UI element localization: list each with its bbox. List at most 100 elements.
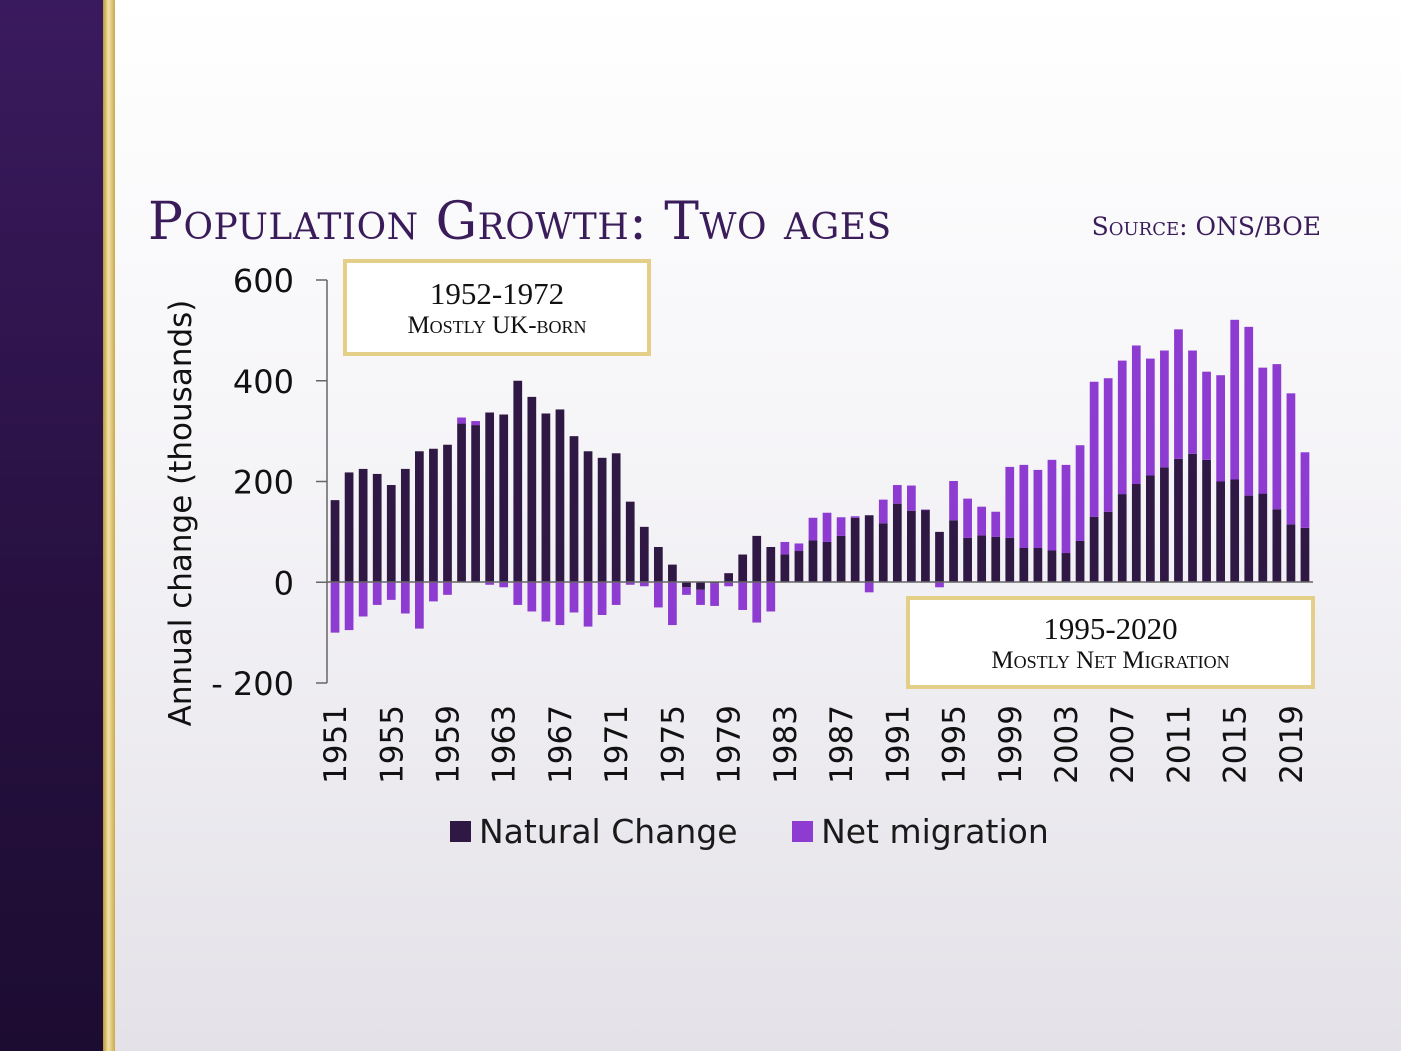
bar-natural-1951 [330, 500, 340, 583]
bar-natural-2004 [1075, 540, 1085, 583]
bar-migration-2011 [1174, 329, 1183, 459]
x-tick-label: 1963 [487, 705, 523, 784]
legend: Natural Change Net migration [450, 812, 1093, 851]
bar-migration-1962 [485, 582, 495, 585]
bar-migration-2019 [1286, 393, 1296, 525]
bar-natural-1972 [625, 501, 635, 583]
x-tick-label: 1975 [655, 705, 691, 784]
bar-natural-2014 [1216, 481, 1225, 583]
bar-migration-1988 [850, 516, 860, 518]
legend-label-net-migration: Net migration [821, 812, 1049, 851]
bar-natural-1992 [907, 510, 916, 583]
legend-swatch-net-migration [792, 821, 814, 842]
bar-migration-1953 [358, 582, 368, 617]
x-tick-label: 1955 [374, 705, 410, 784]
bar-natural-1983 [780, 554, 790, 583]
x-tick-label: 1951 [318, 705, 354, 784]
source-note: Source: ONS/BOE [1091, 212, 1321, 241]
callout-uk-born: 1952-1972 Mostly UK-born [343, 259, 651, 356]
bar-migration-1993 [921, 509, 930, 511]
bar-migration-2004 [1075, 445, 1085, 541]
bar-migration-1998 [991, 511, 1001, 537]
y-tick-label: 400 [233, 363, 294, 401]
bar-natural-1985 [808, 540, 818, 583]
bar-migration-1977 [696, 589, 705, 605]
y-tick-label: - 200 [211, 665, 294, 703]
bar-natural-2003 [1061, 553, 1071, 583]
slide-title: Population Growth: Two ages [148, 192, 892, 252]
bar-natural-2010 [1160, 467, 1169, 583]
bar-natural-1997 [977, 535, 987, 583]
bar-natural-2000 [1019, 548, 1029, 583]
x-tick-label: 1983 [768, 705, 804, 784]
bar-migration-2015 [1230, 319, 1240, 480]
bar-migration-2014 [1216, 375, 1225, 482]
legend-item-natural-change: Natural Change [450, 812, 738, 851]
bar-natural-1970 [597, 457, 607, 583]
bar-migration-2010 [1160, 350, 1169, 468]
bar-natural-2007 [1117, 494, 1127, 583]
bar-migration-1960 [457, 417, 466, 424]
bar-natural-1975 [668, 564, 677, 583]
bar-migration-1995 [949, 481, 958, 521]
bar-natural-2018 [1272, 509, 1282, 583]
y-axis-ticks: 600 400 200 0 - 200 [211, 262, 327, 703]
bar-migration-1967 [555, 582, 565, 626]
bar-migration-2009 [1145, 358, 1155, 476]
bar-migration-2018 [1272, 364, 1282, 510]
bar-natural-1955 [386, 485, 396, 583]
bar-natural-1987 [836, 535, 846, 583]
bar-migration-1968 [569, 582, 579, 613]
bar-migration-1981 [752, 582, 762, 623]
bar-migration-1963 [499, 582, 509, 588]
bar-migration-1982 [766, 582, 776, 612]
legend-label-natural-change: Natural Change [479, 812, 738, 851]
bar-migration-1970 [597, 582, 607, 615]
bar-natural-2008 [1131, 484, 1141, 583]
bar-natural-1966 [541, 413, 551, 583]
bar-natural-1994 [935, 531, 944, 583]
bar-natural-1954 [372, 473, 382, 583]
bar-migration-1952 [344, 582, 354, 631]
bar-migration-1996 [963, 498, 972, 538]
bar-natural-1993 [921, 509, 930, 583]
bar-migration-1955 [386, 582, 396, 600]
bar-natural-2017 [1258, 493, 1268, 583]
bar-natural-2001 [1033, 548, 1043, 583]
bar-natural-1979 [724, 573, 733, 583]
x-tick-label: 1995 [937, 705, 973, 784]
x-tick-label: 2019 [1274, 705, 1310, 784]
bar-migration-2012 [1188, 350, 1197, 454]
bar-migration-1973 [639, 582, 649, 587]
callout-net-migration-years: 1995-2020 [1043, 611, 1178, 646]
x-tick-label: 1967 [543, 705, 579, 784]
callout-net-migration-text: Mostly Net Migration [991, 647, 1230, 674]
bar-natural-1962 [485, 412, 495, 583]
y-axis-title: Annual change (thousands) [163, 300, 199, 727]
bar-natural-1957 [415, 451, 424, 583]
bar-migration-1958 [429, 582, 438, 602]
bar-natural-1959 [443, 444, 452, 583]
bar-migration-2007 [1117, 360, 1127, 495]
bar-natural-1958 [429, 448, 438, 583]
bar-natural-1996 [963, 537, 972, 583]
bar-migration-2016 [1244, 326, 1254, 496]
bar-natural-2016 [1244, 495, 1254, 583]
bar-migration-1986 [822, 512, 832, 542]
x-tick-label: 2011 [1161, 705, 1197, 784]
x-tick-label: 1959 [430, 705, 466, 784]
callout-net-migration: 1995-2020 Mostly Net Migration [906, 596, 1315, 689]
bar-migration-2006 [1103, 378, 1113, 512]
bar-migration-2000 [1019, 464, 1029, 548]
y-tick-label: 0 [274, 564, 294, 602]
bar-natural-1978 [710, 582, 719, 584]
bar-natural-1974 [653, 546, 663, 583]
bar-natural-1982 [766, 546, 776, 583]
bar-migration-1951 [330, 582, 340, 633]
bar-natural-2013 [1202, 459, 1211, 583]
legend-swatch-natural-change [450, 821, 471, 842]
bar-migration-2008 [1131, 345, 1141, 485]
bar-migration-2002 [1047, 459, 1057, 551]
bar-migration-1978 [710, 583, 719, 606]
bar-migration-1991 [892, 485, 902, 504]
